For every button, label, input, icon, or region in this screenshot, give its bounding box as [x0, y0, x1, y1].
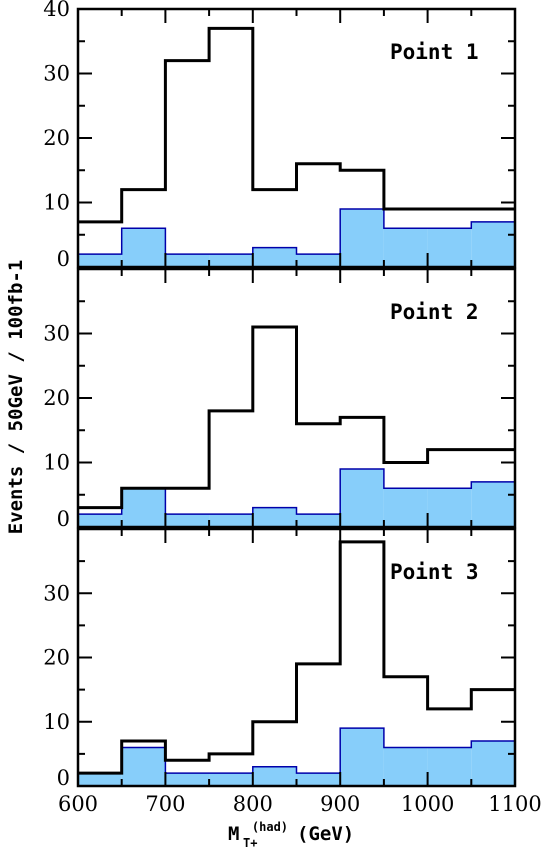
filled-bar — [165, 254, 210, 267]
filled-bar — [209, 773, 253, 786]
y-tick-label: 0 — [57, 766, 70, 790]
filled-bar — [383, 747, 428, 786]
filled-bar — [340, 728, 384, 786]
filled-bar — [78, 773, 122, 786]
line-histogram — [78, 325, 515, 510]
filled-bar — [78, 514, 122, 527]
x-tick-label: 1000 — [401, 792, 454, 816]
x-tick-label: 1100 — [488, 792, 541, 816]
filled-bar — [121, 228, 166, 267]
filled-bar — [165, 773, 210, 786]
x-axis-title-subscript: T+ — [243, 836, 257, 850]
line-histogram — [78, 26, 515, 224]
filled-bar — [340, 208, 384, 267]
panels-group: 0 10 20 30 40 Point 1 0 10 20 30 Point 2 0 10 20 30 Poi… — [43, 0, 517, 790]
panel-1: 0 10 20 30 40 Point 1 — [43, 0, 517, 271]
y-tick-label: 30 — [43, 581, 70, 605]
filled-bar — [209, 514, 253, 527]
x-axis-title-main: M — [228, 823, 239, 845]
y-tick-label: 20 — [43, 646, 70, 670]
filled-bar — [383, 488, 428, 527]
panel-frame — [76, 7, 517, 269]
panel-3: 0 10 20 30 Point 3 — [43, 527, 517, 790]
y-axis-title: Events / 50GeV / 100fb-1 — [5, 260, 27, 535]
y-tick-label: 10 — [43, 191, 70, 215]
x-axis-title: M (had) T+ (GeV) — [228, 814, 354, 852]
filled-histogram-outline — [78, 208, 515, 255]
filled-bar — [383, 228, 428, 267]
x-tick-label: 600 — [58, 792, 98, 816]
x-tick-label: 900 — [320, 792, 360, 816]
panel-frame — [76, 267, 517, 529]
y-tick-label: 0 — [57, 507, 70, 531]
y-tick-label: 0 — [57, 247, 70, 271]
filled-bar — [296, 254, 341, 267]
x-tick-label: 800 — [233, 792, 273, 816]
filled-histogram-outline — [78, 727, 515, 774]
filled-bar — [78, 254, 122, 267]
panel-frame — [76, 527, 517, 788]
filled-bar — [165, 514, 210, 527]
y-tick-label: 30 — [43, 62, 70, 86]
y-tick-label: 40 — [43, 0, 70, 21]
filled-bar — [340, 468, 384, 527]
filled-bar — [427, 747, 472, 786]
y-tick-label: 20 — [43, 126, 70, 150]
filled-bar — [252, 766, 297, 786]
x-axis-title-superscript: (had) — [252, 820, 288, 834]
filled-bar — [121, 747, 166, 786]
y-tick-label: 20 — [43, 386, 70, 410]
filled-bar — [471, 481, 515, 527]
y-tick-label: 10 — [43, 710, 70, 734]
y-tick-label: 10 — [43, 451, 70, 475]
filled-bar — [296, 514, 341, 527]
x-tick-label: 700 — [145, 792, 185, 816]
line-histogram — [78, 540, 515, 775]
panel-label: Point 2 — [390, 300, 479, 324]
filled-bar — [121, 488, 166, 527]
panel-label: Point 1 — [390, 40, 479, 64]
filled-bar — [252, 507, 297, 527]
x-axis: 600 700 800 900 1000 1100 — [58, 792, 542, 816]
filled-bar — [427, 228, 472, 267]
filled-bar — [427, 488, 472, 527]
y-tick-label: 30 — [43, 322, 70, 346]
x-axis-title-unit: (GeV) — [297, 823, 354, 845]
filled-bar — [252, 247, 297, 267]
filled-bar — [471, 741, 515, 786]
filled-bar — [209, 254, 253, 267]
panel-2: 0 10 20 30 Point 2 — [43, 267, 517, 531]
filled-bar — [471, 221, 515, 267]
filled-bar — [296, 773, 341, 786]
panel-label: Point 3 — [390, 560, 479, 584]
